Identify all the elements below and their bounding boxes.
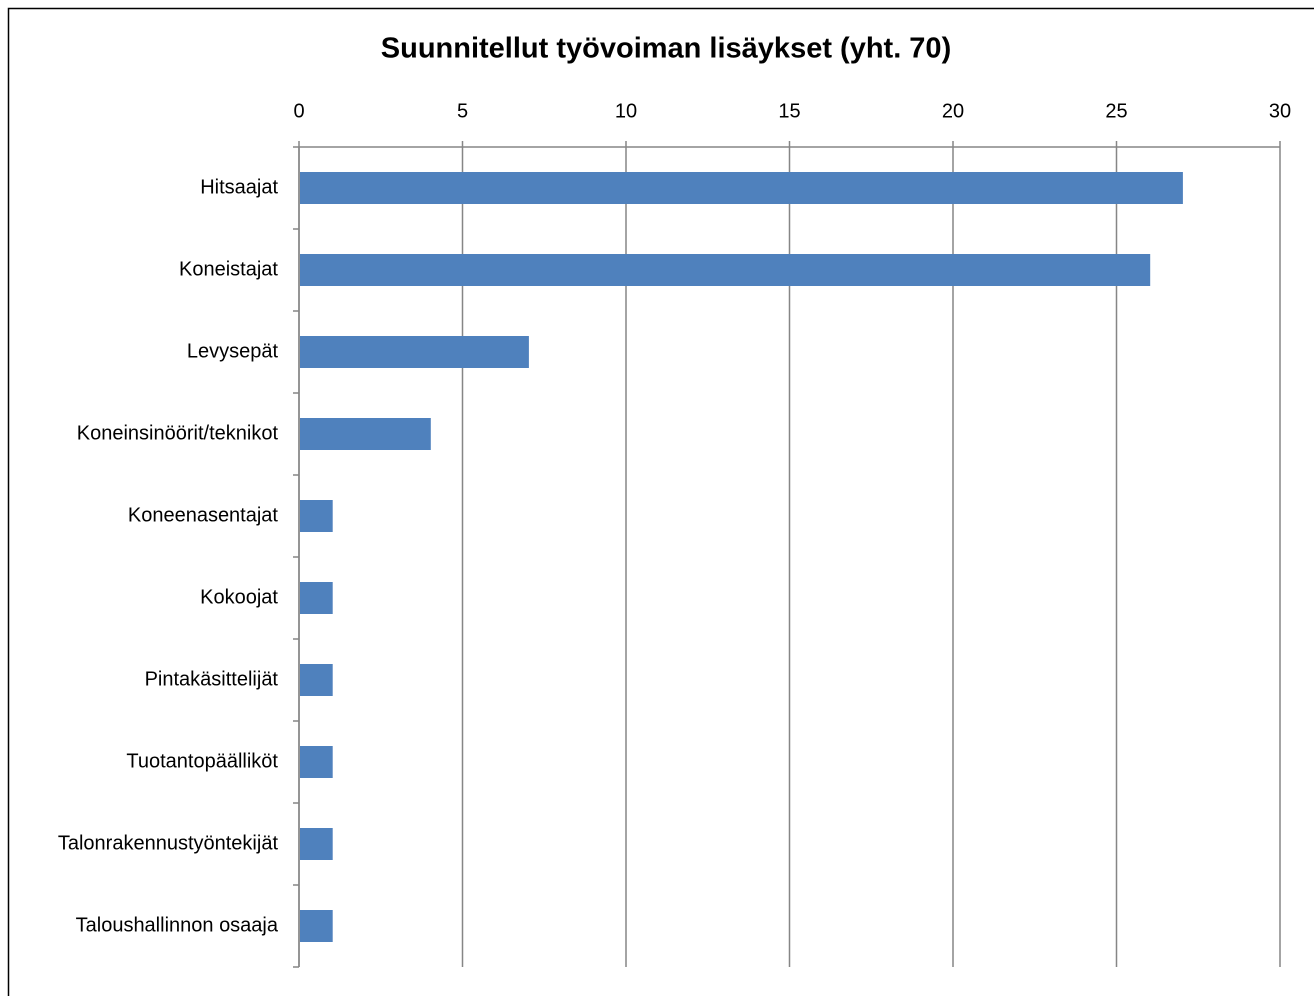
y-tick-label: Pintakäsittelijät <box>145 668 279 690</box>
x-tick-label: 20 <box>942 100 964 122</box>
bar <box>300 582 333 614</box>
x-tick-label: 30 <box>1269 100 1291 122</box>
x-tick-label: 5 <box>457 100 468 122</box>
y-tick-label: Levysepät <box>187 340 279 362</box>
chart-title: Suunnitellut työvoiman lisäykset (yht. 7… <box>381 33 951 65</box>
x-tick-label: 15 <box>778 100 800 122</box>
y-tick-label: Tuotantopäälliköt <box>126 750 278 772</box>
chart-border <box>7 7 1314 996</box>
bar <box>300 910 333 942</box>
y-tick-label: Koneenasentajat <box>128 504 279 526</box>
y-tick-label: Koneistajat <box>179 258 278 280</box>
bar <box>300 336 529 368</box>
y-tick-label: Taloushallinnon osaaja <box>76 914 279 936</box>
x-tick-label: 0 <box>293 100 304 122</box>
bar <box>300 500 333 532</box>
bar <box>300 418 431 450</box>
bar <box>300 254 1151 286</box>
x-tick-label: 10 <box>615 100 637 122</box>
y-tick-label: Hitsaajat <box>200 176 278 198</box>
bar <box>300 828 333 860</box>
x-tick-label: 25 <box>1105 100 1127 122</box>
y-tick-label: Kokoojat <box>200 586 278 608</box>
bar <box>300 664 333 696</box>
bar <box>300 172 1183 204</box>
bar <box>300 746 333 778</box>
y-tick-label: Talonrakennustyöntekijät <box>58 832 279 854</box>
y-tick-label: Koneinsinöörit/teknikot <box>77 422 279 444</box>
